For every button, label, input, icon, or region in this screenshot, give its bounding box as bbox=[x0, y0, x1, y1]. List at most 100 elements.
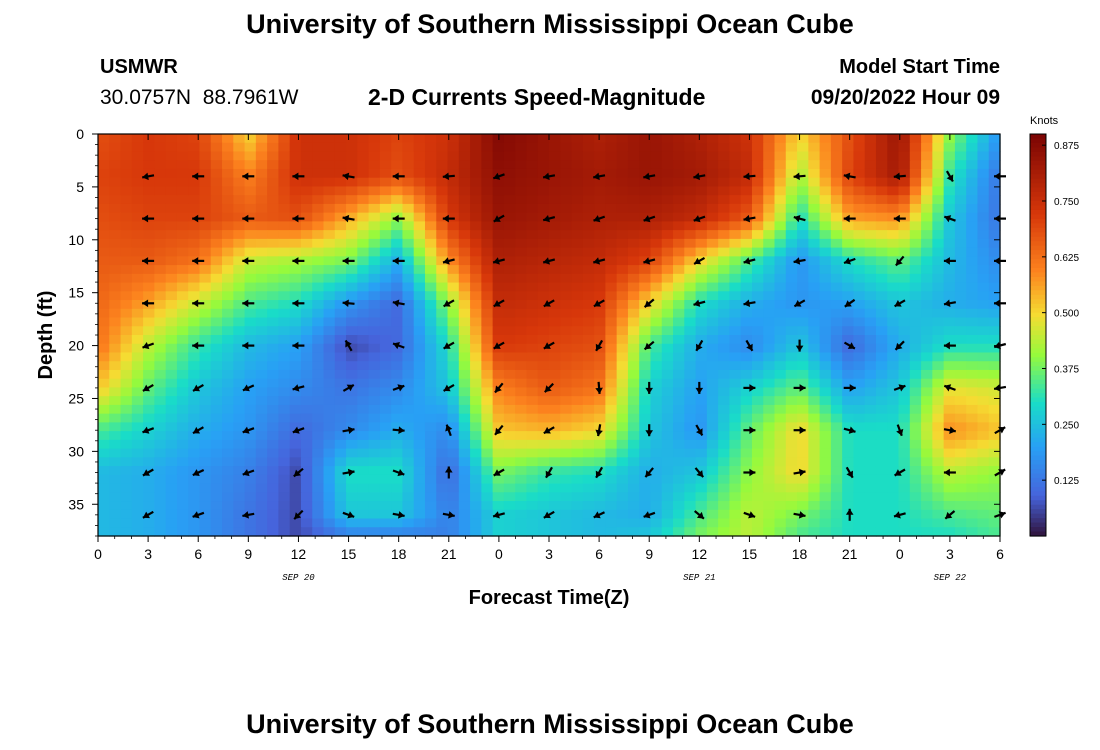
current-vector-arrow bbox=[843, 214, 856, 223]
heatmap-cell bbox=[627, 134, 640, 144]
heatmap-cell bbox=[154, 282, 167, 292]
heatmap-cell bbox=[447, 431, 460, 441]
heatmap-cell bbox=[492, 361, 505, 371]
heatmap-cell bbox=[661, 212, 674, 222]
heatmap-cell bbox=[785, 151, 798, 161]
heatmap-cell bbox=[661, 300, 674, 310]
heatmap-cell bbox=[729, 317, 742, 327]
heatmap-cell bbox=[312, 361, 325, 371]
heatmap-cell bbox=[176, 457, 189, 467]
heatmap-cell bbox=[481, 221, 494, 231]
heatmap-cell bbox=[323, 317, 336, 327]
heatmap-cell bbox=[413, 265, 426, 275]
heatmap-cell bbox=[289, 273, 302, 284]
heatmap-cell bbox=[424, 378, 437, 389]
heatmap-cell bbox=[774, 273, 787, 284]
heatmap-cell bbox=[943, 151, 956, 161]
heatmap-cell bbox=[966, 203, 979, 214]
heatmap-cell bbox=[921, 361, 933, 371]
heatmap-cell bbox=[898, 369, 911, 380]
heatmap-cell bbox=[199, 168, 212, 179]
heatmap-cell bbox=[165, 300, 178, 310]
heatmap-cell bbox=[673, 352, 685, 362]
heatmap-cell bbox=[188, 404, 201, 415]
heatmap-cell bbox=[368, 466, 381, 476]
heatmap-cell bbox=[143, 273, 155, 284]
heatmap-cell bbox=[165, 151, 178, 161]
heatmap-cell bbox=[120, 352, 133, 362]
heatmap-cell bbox=[718, 431, 731, 441]
heatmap-cell bbox=[898, 221, 911, 231]
current-vector-arrow bbox=[893, 511, 906, 519]
heatmap-cell bbox=[368, 142, 381, 153]
heatmap-cell bbox=[661, 501, 674, 511]
heatmap-cell bbox=[244, 501, 257, 511]
heatmap-cell bbox=[424, 317, 437, 327]
heatmap-cell bbox=[627, 448, 640, 458]
heatmap-cell bbox=[582, 317, 595, 327]
heatmap-cell bbox=[909, 369, 922, 380]
heatmap-cell bbox=[819, 439, 832, 450]
colorbar-segment bbox=[1030, 281, 1046, 287]
heatmap-cell bbox=[503, 238, 516, 249]
heatmap-cell bbox=[706, 422, 719, 432]
heatmap-cell bbox=[785, 457, 798, 467]
heatmap-cell bbox=[289, 466, 302, 476]
heatmap-cell bbox=[853, 308, 866, 319]
heatmap-cell bbox=[413, 291, 426, 301]
heatmap-cell bbox=[740, 326, 753, 336]
heatmap-cell bbox=[627, 291, 640, 301]
heatmap-cell bbox=[176, 221, 189, 231]
heatmap-cell bbox=[436, 492, 449, 502]
heatmap-cell bbox=[255, 413, 268, 423]
heatmap-cell bbox=[120, 273, 133, 284]
heatmap-cell bbox=[222, 300, 234, 310]
heatmap-cell bbox=[751, 308, 764, 319]
heatmap-cell bbox=[458, 413, 471, 423]
heatmap-cell bbox=[729, 273, 742, 284]
heatmap-cell bbox=[267, 501, 280, 511]
heatmap-cell bbox=[695, 247, 708, 257]
heatmap-cell bbox=[233, 352, 246, 362]
heatmap-cell bbox=[966, 527, 979, 537]
heatmap-cell bbox=[797, 369, 809, 380]
heatmap-cell bbox=[560, 492, 573, 502]
heatmap-cell bbox=[526, 221, 539, 231]
heatmap-cell bbox=[176, 230, 189, 240]
heatmap-cell bbox=[943, 448, 956, 458]
heatmap-cell bbox=[436, 203, 449, 214]
heatmap-cell bbox=[864, 518, 877, 528]
heatmap-cell bbox=[808, 422, 821, 432]
heatmap-cell bbox=[131, 247, 144, 257]
heatmap-cell bbox=[864, 326, 877, 336]
heatmap-cell bbox=[424, 291, 437, 301]
heatmap-cell bbox=[312, 518, 325, 528]
heatmap-cell bbox=[436, 431, 449, 441]
heatmap-cell bbox=[785, 326, 798, 336]
heatmap-cell bbox=[932, 527, 945, 537]
heatmap-cell bbox=[627, 369, 640, 380]
heatmap-cell bbox=[875, 501, 888, 511]
heatmap-cell bbox=[165, 221, 178, 231]
heatmap-cell bbox=[357, 134, 370, 144]
heatmap-cell bbox=[515, 501, 528, 511]
heatmap-cell bbox=[808, 509, 821, 520]
heatmap-cell bbox=[661, 134, 674, 144]
heatmap-cell bbox=[503, 221, 516, 231]
heatmap-cell bbox=[98, 212, 110, 222]
heatmap-cell bbox=[391, 273, 404, 284]
colorbar-segment bbox=[1030, 495, 1046, 501]
heatmap-cell bbox=[898, 501, 911, 511]
current-vector-arrow bbox=[845, 466, 854, 479]
heatmap-cell bbox=[98, 326, 110, 336]
heatmap-cell bbox=[627, 160, 640, 170]
heatmap-cell bbox=[729, 282, 742, 292]
heatmap-cell bbox=[627, 142, 640, 153]
heatmap-cell bbox=[842, 221, 855, 231]
heatmap-cell bbox=[763, 352, 776, 362]
heatmap-cell bbox=[244, 387, 257, 397]
heatmap-cell bbox=[853, 326, 866, 336]
heatmap-cell bbox=[932, 492, 945, 502]
heatmap-cell bbox=[278, 492, 291, 502]
heatmap-cell bbox=[492, 247, 505, 257]
